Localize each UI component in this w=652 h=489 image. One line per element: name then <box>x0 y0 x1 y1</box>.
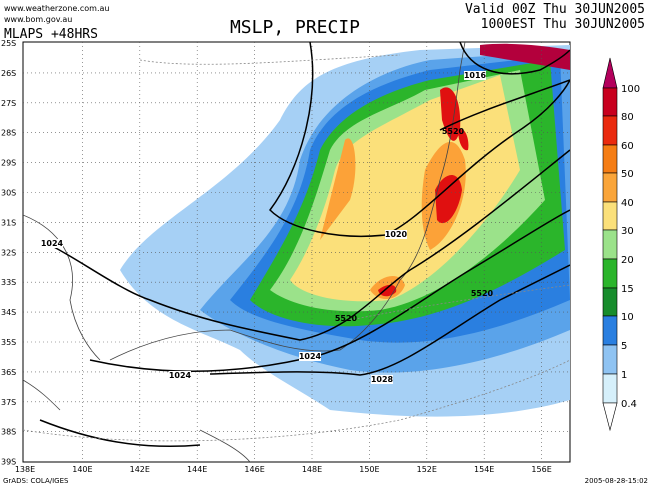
contour-label: 5520 <box>471 289 494 298</box>
isobars <box>39 42 570 448</box>
contour-label-bg <box>41 239 63 248</box>
colorbar-label: 30 <box>621 226 634 237</box>
colorbar-label: 50 <box>621 169 634 180</box>
contour-label: 1028 <box>371 375 394 384</box>
site-url: www.bom.gov.au <box>4 15 72 24</box>
lat-label: 27S <box>1 99 16 108</box>
contour-label-bg <box>385 230 407 239</box>
lat-label: 28S <box>1 129 16 138</box>
lat-label: 25S <box>1 39 16 48</box>
lat-label: 26S <box>1 69 16 78</box>
contour-label: 1020 <box>385 230 408 239</box>
lon-label: 154E <box>474 465 494 474</box>
colorbar-label: 100 <box>621 84 640 95</box>
lat-label: 30S <box>1 189 16 198</box>
colorbar <box>602 57 618 432</box>
local-time: 1000EST Thu 30JUN2005 <box>481 17 645 32</box>
colorbar-label: 5 <box>621 341 627 352</box>
lat-label: 39S <box>1 458 16 467</box>
contour-label: 5520 <box>442 127 465 136</box>
lat-label: 31S <box>1 218 16 227</box>
contour-label: 1024 <box>169 371 192 380</box>
lon-label: 144E <box>187 465 207 474</box>
colorbar-label: 20 <box>621 255 634 266</box>
lon-label: 150E <box>359 465 379 474</box>
thickness-lines <box>23 54 570 442</box>
lon-label: 148E <box>302 465 322 474</box>
contour-label-bg <box>299 352 321 361</box>
lat-label: 37S <box>1 398 16 407</box>
colorbar-label: 10 <box>621 312 634 323</box>
lat-label: 29S <box>1 159 16 168</box>
lat-label: 32S <box>1 248 16 257</box>
contour-label: 5520 <box>335 314 358 323</box>
lon-label: 142E <box>130 465 150 474</box>
colorbar-label: 1 <box>621 370 627 381</box>
lon-label: 152E <box>417 465 437 474</box>
valid-time: Valid 00Z Thu 30JUN2005 <box>465 2 645 17</box>
lat-label: 34S <box>1 308 16 317</box>
contour-label: 1024 <box>299 352 322 361</box>
lon-label: 146E <box>244 465 264 474</box>
colorbar-label: 15 <box>621 284 634 295</box>
lat-label: 36S <box>1 368 16 377</box>
colorbar-label: 60 <box>621 141 634 152</box>
contour-label-bg <box>464 71 486 80</box>
precip-field <box>120 43 570 417</box>
site-url: www.weatherzone.com.au <box>4 4 109 13</box>
lat-label: 38S <box>1 428 16 437</box>
model-label: MLAPS +48HRS <box>4 27 98 42</box>
contour-label-bg <box>169 371 191 380</box>
credit: GrADS: COLA/IGES <box>3 477 69 485</box>
lat-label: 33S <box>1 278 16 287</box>
map-title: MSLP, PRECIP <box>230 17 360 38</box>
lon-label: 138E <box>15 465 35 474</box>
timestamp: 2005-08-28-15:02 <box>585 477 648 485</box>
contour-label: 1016 <box>464 71 487 80</box>
colorbar-label: 0.4 <box>621 399 637 410</box>
lat-label: 35S <box>1 338 16 347</box>
colorbar-label: 40 <box>621 198 634 209</box>
lon-label: 140E <box>72 465 92 474</box>
contour-label-bg <box>371 375 393 384</box>
lon-label: 156E <box>531 465 551 474</box>
colorbar-label: 80 <box>621 112 634 123</box>
contour-label: 1024 <box>41 239 64 248</box>
